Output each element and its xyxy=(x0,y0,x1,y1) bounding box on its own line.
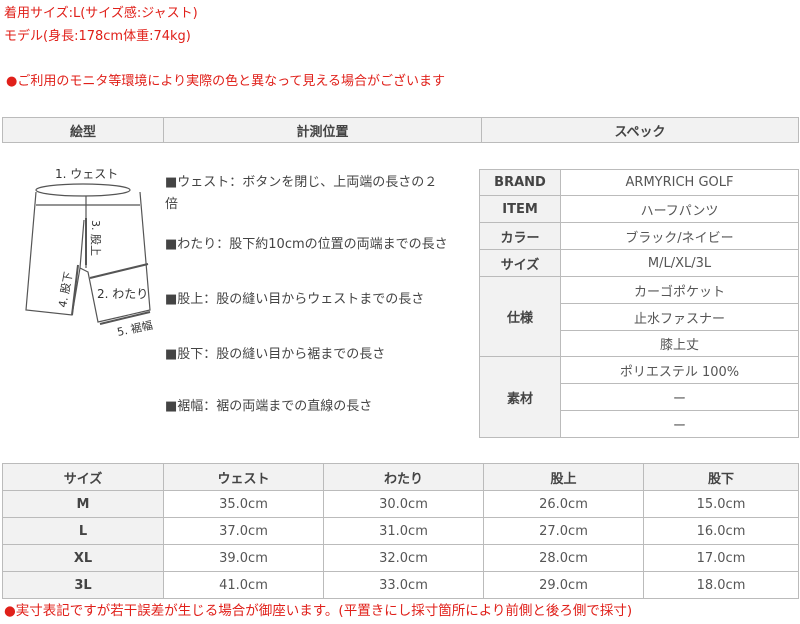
table-row: M 35.0cm 30.0cm 26.0cm 15.0cm xyxy=(2,490,799,518)
footer-note: ●実寸表記ですが若干誤差が生じる場合が御座います。(平置きにし採寸箇所により前側… xyxy=(4,603,633,619)
label-waist: 1. ウェスト xyxy=(55,167,118,181)
size-cell: 39.0cm xyxy=(163,544,324,572)
label-inseam: 4. 股下 xyxy=(56,271,75,309)
label-hem: 5. 裾幅 xyxy=(116,318,154,339)
size-cell: 29.0cm xyxy=(483,571,644,599)
measure-waist-cont: 倍 xyxy=(165,197,179,212)
spec-material: ー xyxy=(560,383,799,411)
size-header: ウェスト xyxy=(163,463,324,491)
table-row: 3L 41.0cm 33.0cm 29.0cm 18.0cm xyxy=(2,571,799,599)
spec-color-label: カラー xyxy=(479,222,561,250)
shorts-diagram: 1. ウェスト 2. わたり 3. 股上 4. 股下 5. 裾幅 xyxy=(25,167,154,339)
spec-feature: 止水ファスナー xyxy=(560,303,799,331)
size-cell: 35.0cm xyxy=(163,490,324,518)
spec-feature: 膝上丈 xyxy=(560,330,799,357)
header-measure: 計測位置 xyxy=(163,117,482,143)
size-cell: 33.0cm xyxy=(323,571,484,599)
measure-inseam: ■股下：股の縫い目から裾までの長さ xyxy=(165,347,386,362)
size-cell: 37.0cm xyxy=(163,517,324,545)
spec-features-label: 仕様 xyxy=(479,276,561,357)
spec-brand-label: BRAND xyxy=(479,169,561,196)
size-table: サイズ ウェスト わたり 股上 股下 M 35.0cm 30.0cm 26.0cm 15… xyxy=(2,463,799,599)
spec-size-label: サイズ xyxy=(479,249,561,277)
measure-thigh: ■わたり：股下約10cmの位置の両端までの長さ xyxy=(165,237,448,252)
worn-size-text: 着用サイズ:L(サイズ感:ジャスト) xyxy=(4,6,198,21)
spec-item: ハーフパンツ xyxy=(560,195,799,223)
size-header: わたり xyxy=(323,463,484,491)
header-spec: スペック xyxy=(481,117,799,143)
table-row: L 37.0cm 31.0cm 27.0cm 16.0cm xyxy=(2,517,799,545)
size-cell: L xyxy=(2,517,164,545)
size-cell: 27.0cm xyxy=(483,517,644,545)
size-cell: 3L xyxy=(2,571,164,599)
model-info-text: モデル(身長:178cm体重:74kg) xyxy=(4,29,191,44)
size-cell: 30.0cm xyxy=(323,490,484,518)
spec-brand: ARMYRICH GOLF xyxy=(560,169,799,196)
size-cell: 32.0cm xyxy=(323,544,484,572)
label-thigh: 2. わたり xyxy=(97,287,148,301)
measure-rise: ■股上：股の縫い目からウェストまでの長さ xyxy=(165,292,425,307)
size-header: 股下 xyxy=(643,463,799,491)
size-header: サイズ xyxy=(2,463,164,491)
table-row: XL 39.0cm 32.0cm 28.0cm 17.0cm xyxy=(2,544,799,572)
spec-size: M/L/XL/3L xyxy=(560,249,799,277)
size-cell: 15.0cm xyxy=(643,490,799,518)
size-cell: 18.0cm xyxy=(643,571,799,599)
header-table: 絵型 計測位置 スペック xyxy=(2,117,799,143)
spec-material: ポリエステル 100% xyxy=(560,356,799,384)
size-header: 股上 xyxy=(483,463,644,491)
label-rise: 3. 股上 xyxy=(89,220,102,256)
measure-waist: ■ウェスト：ボタンを閉じ、上両端の長さの２ xyxy=(165,175,438,190)
measure-hem: ■裾幅：裾の両端までの直線の長さ xyxy=(165,399,373,414)
spec-table: BRAND ARMYRICH GOLF ITEM ハーフパンツ カラー ブラック/ネイ… xyxy=(479,169,799,438)
spec-feature: カーゴポケット xyxy=(560,276,799,304)
size-cell: 17.0cm xyxy=(643,544,799,572)
size-cell: 28.0cm xyxy=(483,544,644,572)
color-note: ●ご利用のモニタ等環境により実際の色と異なって見える場合がございます xyxy=(6,74,446,89)
spec-item-label: ITEM xyxy=(479,195,561,223)
size-cell: 41.0cm xyxy=(163,571,324,599)
size-cell: XL xyxy=(2,544,164,572)
size-cell: 31.0cm xyxy=(323,517,484,545)
header-pattern: 絵型 xyxy=(2,117,164,143)
spec-material: ー xyxy=(560,410,799,438)
size-cell: 26.0cm xyxy=(483,490,644,518)
spec-color: ブラック/ネイビー xyxy=(560,222,799,250)
size-cell: M xyxy=(2,490,164,518)
size-cell: 16.0cm xyxy=(643,517,799,545)
spec-material-label: 素材 xyxy=(479,356,561,438)
